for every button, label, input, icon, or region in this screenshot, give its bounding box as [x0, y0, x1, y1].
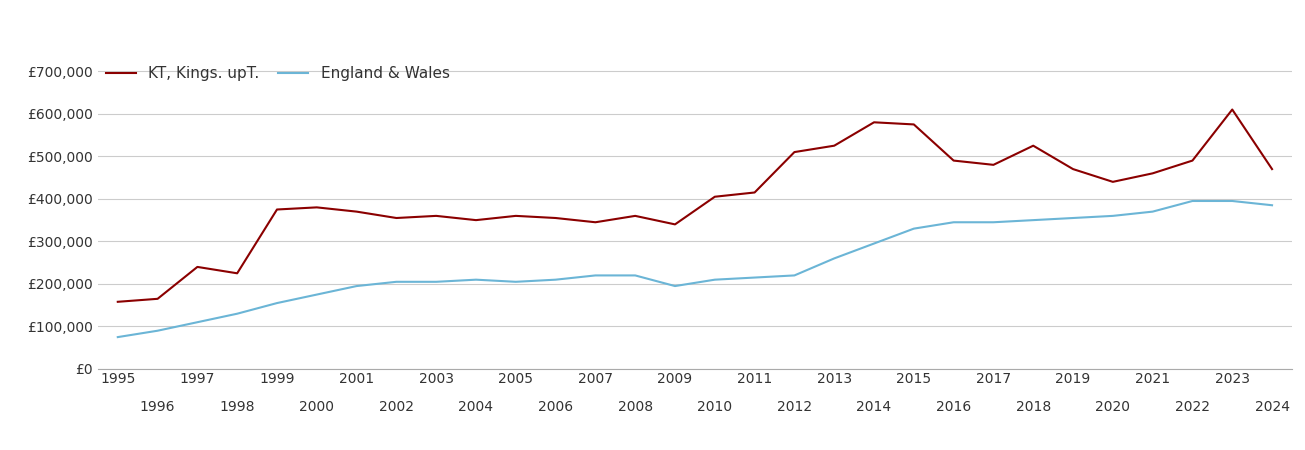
- KT, Kings. upT.: [428, 213, 444, 219]
- KT, Kings. upT.: [826, 143, 842, 148]
- KT, Kings. upT.: [150, 296, 166, 302]
- KT, Kings. upT.: [269, 207, 284, 212]
- KT, Kings. upT.: [946, 158, 962, 163]
- England & Wales: [826, 256, 842, 261]
- England & Wales: [468, 277, 484, 283]
- KT, Kings. upT.: [309, 205, 325, 210]
- England & Wales: [628, 273, 643, 278]
- England & Wales: [985, 220, 1001, 225]
- Text: 1998: 1998: [219, 400, 254, 414]
- Text: 1996: 1996: [140, 400, 175, 414]
- England & Wales: [787, 273, 803, 278]
- England & Wales: [1224, 198, 1240, 204]
- KT, Kings. upT.: [787, 149, 803, 155]
- KT, Kings. upT.: [985, 162, 1001, 167]
- KT, Kings. upT.: [389, 215, 405, 220]
- England & Wales: [1105, 213, 1121, 219]
- KT, Kings. upT.: [867, 120, 882, 125]
- England & Wales: [389, 279, 405, 284]
- England & Wales: [1185, 198, 1201, 204]
- Text: 2014: 2014: [856, 400, 891, 414]
- KT, Kings. upT.: [1185, 158, 1201, 163]
- KT, Kings. upT.: [1224, 107, 1240, 112]
- Text: 2024: 2024: [1254, 400, 1289, 414]
- KT, Kings. upT.: [667, 222, 683, 227]
- KT, Kings. upT.: [1144, 171, 1160, 176]
- KT, Kings. upT.: [746, 190, 762, 195]
- Text: 2002: 2002: [378, 400, 414, 414]
- England & Wales: [667, 284, 683, 289]
- KT, Kings. upT.: [508, 213, 523, 219]
- England & Wales: [867, 241, 882, 246]
- England & Wales: [150, 328, 166, 333]
- Text: 2000: 2000: [299, 400, 334, 414]
- Text: 2004: 2004: [458, 400, 493, 414]
- England & Wales: [1265, 202, 1280, 208]
- Text: 2008: 2008: [617, 400, 652, 414]
- England & Wales: [428, 279, 444, 284]
- KT, Kings. upT.: [1105, 179, 1121, 184]
- England & Wales: [1144, 209, 1160, 214]
- Text: 2012: 2012: [776, 400, 812, 414]
- England & Wales: [587, 273, 603, 278]
- England & Wales: [269, 300, 284, 306]
- England & Wales: [746, 275, 762, 280]
- KT, Kings. upT.: [587, 220, 603, 225]
- KT, Kings. upT.: [189, 264, 205, 270]
- England & Wales: [189, 320, 205, 325]
- KT, Kings. upT.: [707, 194, 723, 199]
- England & Wales: [230, 311, 245, 316]
- Text: 2022: 2022: [1174, 400, 1210, 414]
- KT, Kings. upT.: [468, 217, 484, 223]
- England & Wales: [1026, 217, 1041, 223]
- England & Wales: [906, 226, 921, 231]
- KT, Kings. upT.: [1065, 166, 1081, 172]
- KT, Kings. upT.: [230, 270, 245, 276]
- England & Wales: [348, 284, 364, 289]
- Line: KT, Kings. upT.: KT, Kings. upT.: [117, 109, 1272, 302]
- England & Wales: [309, 292, 325, 297]
- KT, Kings. upT.: [1265, 166, 1280, 172]
- Legend: KT, Kings. upT., England & Wales: KT, Kings. upT., England & Wales: [106, 66, 450, 81]
- England & Wales: [508, 279, 523, 284]
- KT, Kings. upT.: [348, 209, 364, 214]
- Line: England & Wales: England & Wales: [117, 201, 1272, 337]
- KT, Kings. upT.: [906, 122, 921, 127]
- KT, Kings. upT.: [628, 213, 643, 219]
- England & Wales: [946, 220, 962, 225]
- Text: 2016: 2016: [936, 400, 971, 414]
- KT, Kings. upT.: [1026, 143, 1041, 148]
- Text: 2020: 2020: [1095, 400, 1130, 414]
- Text: 2018: 2018: [1015, 400, 1051, 414]
- Text: 2010: 2010: [697, 400, 732, 414]
- England & Wales: [1065, 215, 1081, 220]
- England & Wales: [548, 277, 564, 283]
- England & Wales: [707, 277, 723, 283]
- KT, Kings. upT.: [548, 215, 564, 220]
- Text: 2006: 2006: [538, 400, 573, 414]
- England & Wales: [110, 334, 125, 340]
- KT, Kings. upT.: [110, 299, 125, 305]
